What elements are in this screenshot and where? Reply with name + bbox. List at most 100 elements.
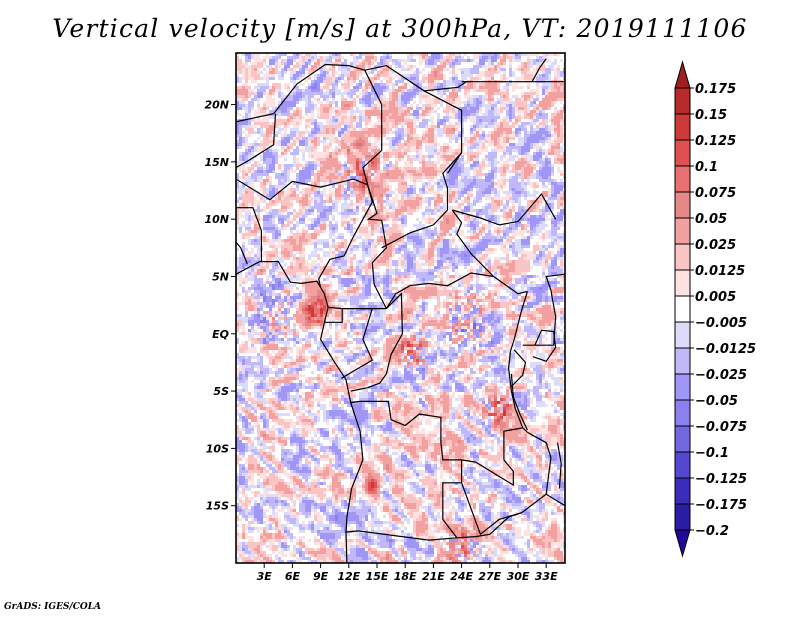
field-cell [557, 68, 561, 72]
field-cell [443, 128, 447, 132]
field-cell [497, 56, 501, 60]
field-cell [353, 170, 357, 174]
field-cell [272, 176, 276, 180]
field-cell [407, 104, 411, 108]
field-cell [383, 56, 387, 60]
field-cell [305, 95, 309, 99]
field-cell [320, 86, 324, 90]
field-cell [392, 65, 396, 69]
field-cell [533, 62, 537, 66]
field-cell [239, 53, 243, 57]
field-cell [518, 122, 522, 126]
field-cell [344, 107, 348, 111]
field-cell [554, 113, 558, 117]
field-cell [563, 164, 565, 168]
field-cell [401, 155, 405, 159]
field-cell [329, 89, 333, 93]
field-cell [317, 119, 321, 123]
field-cell [548, 146, 552, 150]
field-cell [494, 122, 498, 126]
field-cell [302, 56, 306, 60]
field-cell [503, 101, 507, 105]
field-cell [377, 182, 381, 186]
field-cell [539, 62, 543, 66]
field-cell [329, 107, 333, 111]
field-cell [485, 68, 489, 72]
field-cell [425, 74, 429, 78]
field-cell [278, 62, 282, 66]
field-cell [548, 86, 552, 90]
field-cell [539, 182, 543, 186]
field-cell [245, 140, 249, 144]
field-cell [290, 173, 294, 177]
field-cell [248, 89, 252, 93]
field-cell [293, 131, 297, 135]
field-cell [449, 140, 453, 144]
field-cell [482, 89, 486, 93]
field-cell [449, 125, 453, 129]
field-cell [368, 158, 372, 162]
field-cell [416, 92, 420, 96]
field-cell [245, 104, 249, 108]
field-cell [338, 158, 342, 162]
field-cell [506, 59, 510, 63]
field-cell [413, 158, 417, 162]
field-cell [353, 158, 357, 162]
field-cell [440, 95, 444, 99]
field-cell [254, 110, 258, 114]
field-cell [449, 80, 453, 84]
field-cell [464, 173, 468, 177]
field-cell [410, 155, 414, 159]
field-cell [437, 131, 441, 135]
field-cell [515, 71, 519, 75]
field-cell [389, 92, 393, 96]
field-cell [509, 146, 513, 150]
field-cell [461, 161, 465, 165]
field-cell [434, 185, 438, 189]
field-cell [380, 68, 384, 72]
field-cell [398, 125, 402, 129]
field-cell [434, 62, 438, 66]
field-cell [515, 119, 519, 123]
field-cell [260, 176, 264, 180]
field-cell [515, 155, 519, 159]
field-cell [359, 71, 363, 75]
field-cell [419, 92, 423, 96]
field-cell [536, 113, 540, 117]
field-cell [365, 107, 369, 111]
field-cell [269, 155, 273, 159]
field-cell [482, 143, 486, 147]
field-cell [296, 143, 300, 147]
field-cell [500, 104, 504, 108]
field-cell [308, 68, 312, 72]
field-cell [530, 77, 534, 81]
field-cell [494, 62, 498, 66]
field-cell [551, 140, 555, 144]
field-cell [512, 146, 516, 150]
field-cell [428, 161, 432, 165]
field-cell [512, 98, 516, 102]
field-cell [383, 128, 387, 132]
field-cell [488, 113, 492, 117]
field-cell [563, 143, 565, 147]
field-cell [311, 68, 315, 72]
field-cell [266, 164, 270, 168]
field-cell [428, 158, 432, 162]
field-cell [350, 59, 354, 63]
field-cell [245, 92, 249, 96]
field-cell [272, 155, 276, 159]
field-cell [386, 119, 390, 123]
field-cell [389, 131, 393, 135]
field-cell [305, 170, 309, 174]
field-cell [254, 185, 258, 189]
field-cell [479, 104, 483, 108]
field-cell [479, 143, 483, 147]
field-cell [323, 80, 327, 84]
field-cell [461, 119, 465, 123]
field-cell [305, 104, 309, 108]
field-cell [359, 62, 363, 66]
field-cell [239, 146, 243, 150]
field-cell [533, 68, 537, 72]
field-cell [470, 113, 474, 117]
field-cell [512, 119, 516, 123]
